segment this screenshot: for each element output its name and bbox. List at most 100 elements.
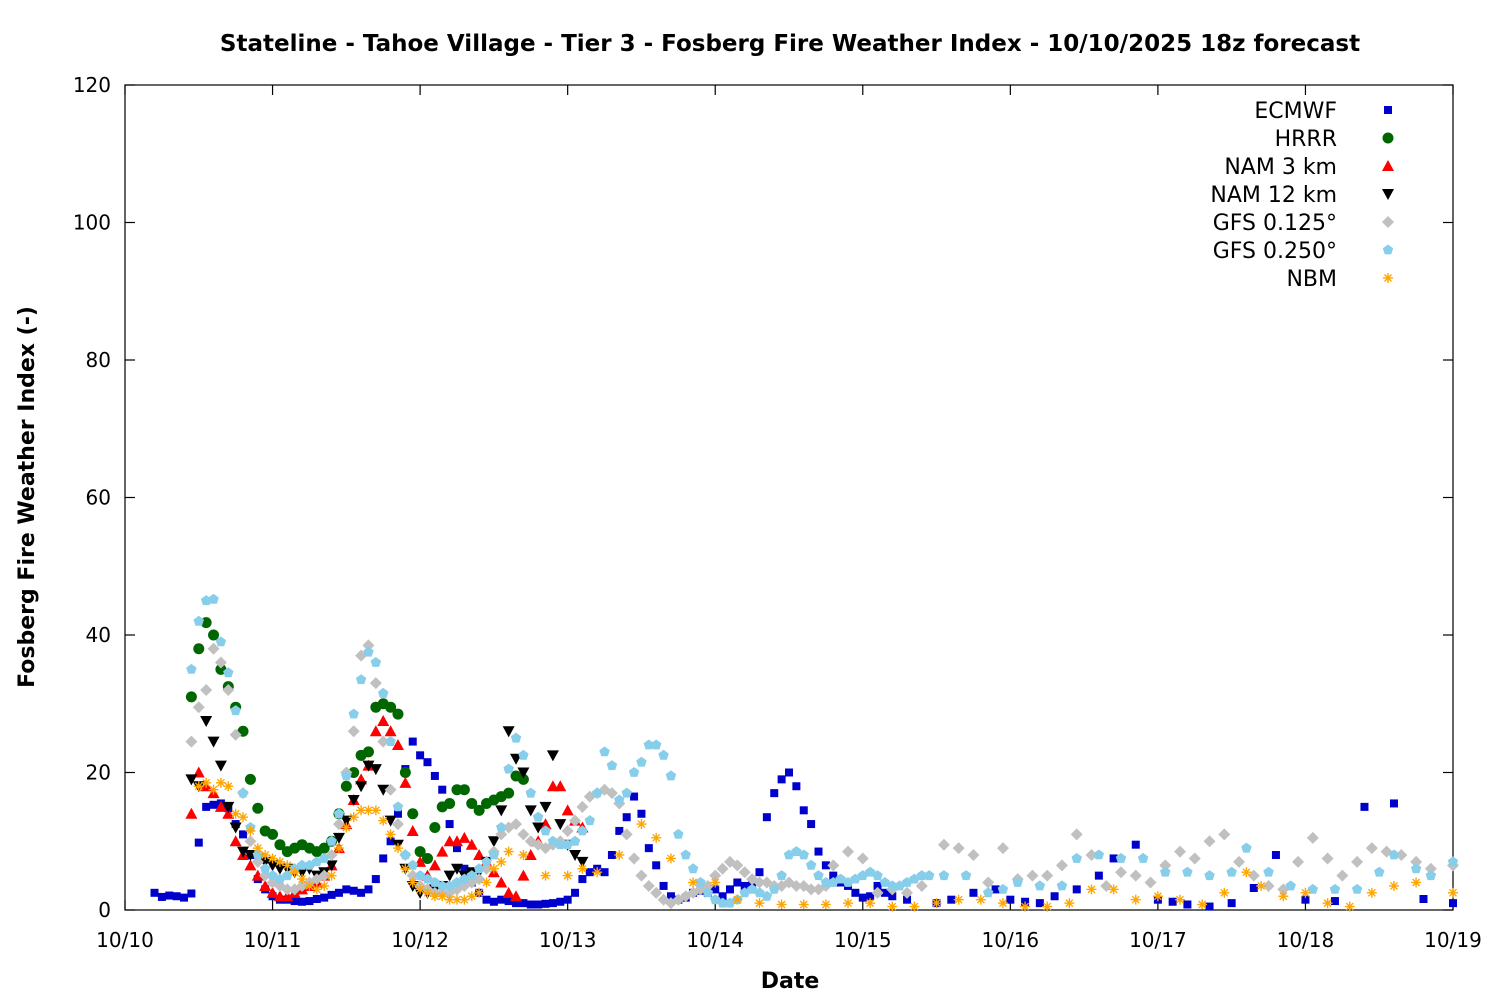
data-point [281, 883, 294, 896]
data-point [923, 870, 935, 881]
data-point [798, 899, 809, 910]
data-point [311, 884, 322, 895]
data-point [378, 687, 389, 698]
data-point [207, 736, 220, 748]
x-axis: 10/10 10/11 10/12 10/13 10/14 10/15 10/16 10/17… [96, 85, 1482, 952]
data-point [1137, 852, 1149, 863]
data-point [466, 797, 478, 809]
legend: ECMWF HRRR NAM 3 km NAM 12 km GFS 0.125° GFS … [1210, 99, 1394, 292]
data-point [517, 828, 530, 841]
data-point [872, 870, 883, 881]
data-point [525, 787, 536, 798]
data-point [495, 805, 508, 817]
data-point [754, 898, 765, 909]
x-tick-label: 10/11 [244, 928, 302, 952]
data-point [327, 890, 336, 899]
y-tick-label: 20 [86, 761, 111, 785]
data-point [488, 863, 499, 874]
data-point [850, 873, 861, 884]
data-point [975, 894, 986, 905]
data-point [805, 859, 817, 870]
data-point [208, 629, 220, 641]
data-point [731, 859, 744, 872]
data-point [1425, 870, 1437, 881]
data-point [1241, 842, 1252, 853]
data-point [200, 715, 213, 727]
data-point [341, 770, 352, 781]
data-point [473, 863, 485, 874]
data-point [539, 818, 552, 830]
data-point [1144, 876, 1157, 889]
data-point [561, 824, 574, 837]
data-point [1197, 899, 1208, 910]
data-point [150, 888, 159, 897]
data-point [165, 891, 174, 900]
data-point [369, 677, 382, 690]
y-tick-label: 120 [73, 73, 111, 97]
data-point [487, 836, 500, 848]
data-point [519, 899, 528, 908]
legend-label: NAM 12 km [1210, 183, 1337, 208]
data-point [909, 873, 920, 884]
data-point [1182, 866, 1193, 877]
data-point [1174, 845, 1187, 858]
data-point [1256, 880, 1267, 891]
data-point [717, 897, 728, 908]
data-point [502, 726, 515, 738]
data-point [997, 898, 1008, 909]
data-point [828, 877, 839, 887]
data-point [392, 801, 404, 812]
data-point [569, 814, 582, 827]
data-point [1218, 828, 1231, 841]
data-point [222, 801, 235, 813]
data-point [540, 825, 551, 836]
data-point [481, 856, 492, 867]
data-point [239, 830, 248, 839]
data-point [399, 767, 411, 778]
data-point [636, 819, 647, 830]
data-point [319, 852, 330, 863]
data-point [539, 801, 552, 813]
data-point [1233, 855, 1246, 868]
data-point [903, 895, 912, 904]
data-point [430, 771, 439, 780]
data-point [636, 756, 647, 767]
data-point [370, 805, 381, 816]
data-point [599, 746, 610, 757]
data-point [512, 899, 521, 908]
data-point [208, 784, 219, 795]
data-point [296, 867, 309, 879]
data-point [518, 749, 529, 760]
data-point [369, 725, 382, 737]
data-point [245, 825, 256, 836]
data-point [474, 887, 485, 898]
data-point [821, 861, 830, 870]
data-point [1041, 869, 1054, 882]
data-point [194, 838, 203, 847]
y-tick-label: 100 [73, 211, 111, 235]
data-point [223, 781, 234, 792]
data-point [842, 845, 855, 858]
data-point [805, 883, 818, 896]
data-point [497, 895, 506, 904]
data-point [554, 780, 567, 792]
data-point [510, 732, 522, 743]
data-point [244, 773, 256, 785]
data-point [576, 800, 589, 813]
data-point [562, 839, 573, 850]
data-point [371, 875, 380, 884]
data-point [659, 881, 668, 890]
data-point [252, 802, 264, 814]
data-point [370, 657, 382, 667]
data-point [281, 890, 294, 902]
data-point [541, 899, 550, 908]
data-point [377, 735, 390, 748]
data-point [200, 684, 213, 696]
data-point [378, 815, 389, 826]
data-point [209, 800, 218, 809]
y-tick-label: 0 [98, 898, 111, 922]
data-point [274, 873, 286, 884]
legend-marker [1383, 273, 1393, 283]
series-hrrr [185, 617, 529, 864]
x-tick-label: 10/10 [96, 928, 154, 952]
